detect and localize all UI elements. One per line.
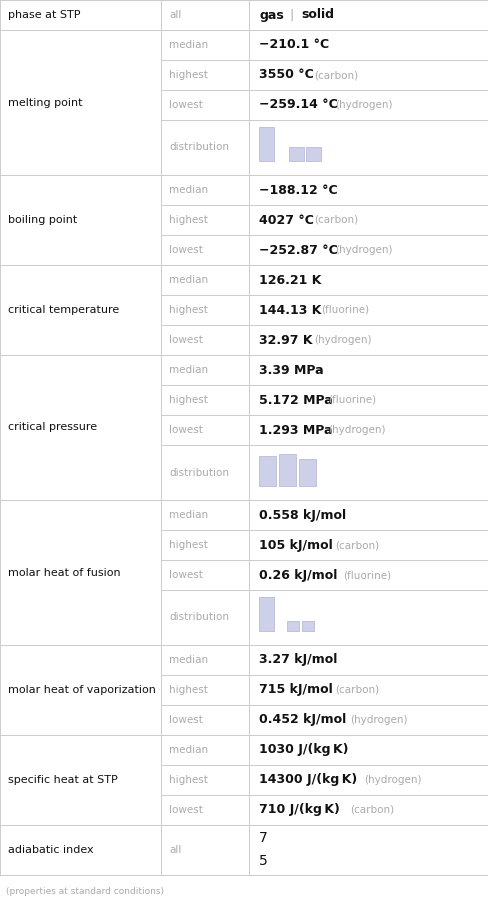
Text: 14300 J/(kg K): 14300 J/(kg K) [259,773,357,786]
Text: lowest: lowest [169,425,203,435]
Text: −210.1 °C: −210.1 °C [259,39,328,52]
Text: |: | [288,8,293,21]
Bar [288,147,304,162]
Text: (carbon): (carbon) [313,215,357,225]
Text: (properties at standard conditions): (properties at standard conditions) [6,887,163,896]
Text: boiling point: boiling point [8,215,77,225]
Bar [259,597,273,631]
Text: median: median [169,655,208,665]
Text: lowest: lowest [169,805,203,815]
Text: 144.13 K: 144.13 K [259,304,321,317]
Text: distribution: distribution [169,613,228,622]
Text: lowest: lowest [169,335,203,345]
Bar [286,621,298,631]
Text: specific heat at STP: specific heat at STP [8,775,118,785]
Text: all: all [169,10,181,20]
Text: lowest: lowest [169,245,203,255]
Text: melting point: melting point [8,98,82,107]
Text: solid: solid [301,8,333,21]
Text: (hydrogen): (hydrogen) [335,100,392,110]
Text: 5: 5 [259,854,267,868]
Bar [298,459,315,486]
Bar [259,127,273,162]
Text: critical temperature: critical temperature [8,305,119,315]
Text: (hydrogen): (hydrogen) [313,335,370,345]
Text: 0.558 kJ/mol: 0.558 kJ/mol [259,509,346,521]
Text: 0.26 kJ/mol: 0.26 kJ/mol [259,569,337,581]
Text: (hydrogen): (hydrogen) [327,425,385,435]
Text: (carbon): (carbon) [313,70,357,80]
Bar [302,621,313,631]
Text: 7: 7 [259,831,267,845]
Text: molar heat of vaporization: molar heat of vaporization [8,685,156,695]
Bar [279,454,295,486]
Text: median: median [169,275,208,285]
Text: lowest: lowest [169,570,203,580]
Text: (fluorine): (fluorine) [342,570,390,580]
Text: highest: highest [169,215,207,225]
Text: median: median [169,745,208,755]
Text: (carbon): (carbon) [335,685,379,695]
Text: molar heat of fusion: molar heat of fusion [8,568,121,578]
Text: 105 kJ/mol: 105 kJ/mol [259,538,332,552]
Text: median: median [169,510,208,520]
Text: (fluorine): (fluorine) [320,305,368,315]
Text: median: median [169,365,208,375]
Text: (hydrogen): (hydrogen) [335,245,392,255]
Text: distribution: distribution [169,142,228,152]
Text: critical pressure: critical pressure [8,423,97,433]
Text: 710 J/(kg K): 710 J/(kg K) [259,804,339,817]
Text: 1030 J/(kg K): 1030 J/(kg K) [259,744,348,757]
Text: 3550 °C: 3550 °C [259,68,313,81]
Text: 126.21 K: 126.21 K [259,273,321,286]
Text: adiabatic index: adiabatic index [8,845,93,855]
Text: −252.87 °C: −252.87 °C [259,244,337,257]
Text: median: median [169,40,208,50]
Text: highest: highest [169,70,207,80]
Text: highest: highest [169,685,207,695]
Text: (fluorine): (fluorine) [327,395,376,405]
Text: lowest: lowest [169,715,203,725]
Text: 4027 °C: 4027 °C [259,213,313,226]
Text: distribution: distribution [169,468,228,477]
Text: (hydrogen): (hydrogen) [364,775,421,785]
Text: 0.452 kJ/mol: 0.452 kJ/mol [259,713,346,726]
Bar [259,456,275,486]
Text: 3.39 MPa: 3.39 MPa [259,364,323,377]
Text: (carbon): (carbon) [335,540,379,550]
Text: highest: highest [169,775,207,785]
Text: 715 kJ/mol: 715 kJ/mol [259,684,332,697]
Text: −259.14 °C: −259.14 °C [259,99,337,112]
Text: −188.12 °C: −188.12 °C [259,184,337,197]
Text: lowest: lowest [169,100,203,110]
Text: (hydrogen): (hydrogen) [349,715,407,725]
Text: median: median [169,185,208,195]
Text: 3.27 kJ/mol: 3.27 kJ/mol [259,653,337,666]
Text: (carbon): (carbon) [349,805,393,815]
Bar [305,147,320,162]
Text: 5.172 MPa: 5.172 MPa [259,393,332,406]
Text: phase at STP: phase at STP [8,10,81,20]
Text: all: all [169,845,181,855]
Text: 1.293 MPa: 1.293 MPa [259,424,332,437]
Text: highest: highest [169,540,207,550]
Text: highest: highest [169,395,207,405]
Text: 32.97 K: 32.97 K [259,333,312,346]
Text: gas: gas [259,8,283,21]
Text: highest: highest [169,305,207,315]
